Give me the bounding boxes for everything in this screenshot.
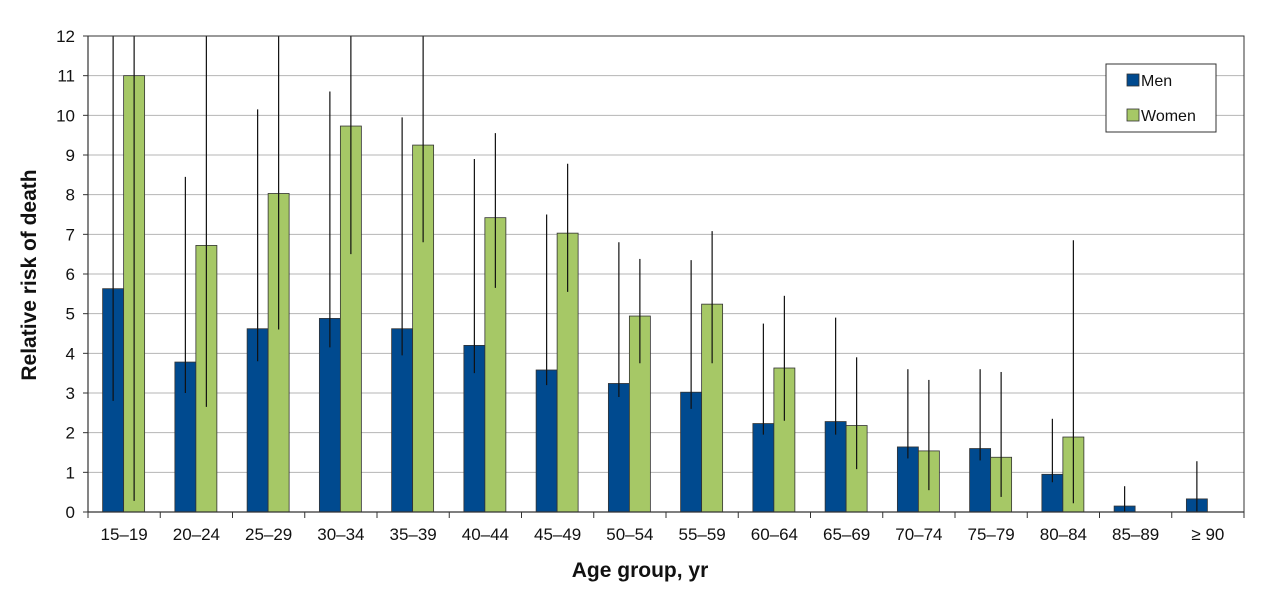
bar-men-9 xyxy=(752,423,775,513)
y-tick-label: 3 xyxy=(66,384,75,403)
y-axis-title: Relative risk of death xyxy=(18,169,41,380)
x-tick-label: 40–44 xyxy=(462,525,509,544)
y-tick-label: 4 xyxy=(66,344,75,363)
y-tick-label: 0 xyxy=(66,503,75,522)
y-tick-label: 1 xyxy=(66,463,75,482)
bar-men-8 xyxy=(680,391,703,513)
y-tick-label: 7 xyxy=(66,225,75,244)
bars xyxy=(102,75,1208,513)
bar-men-10 xyxy=(824,421,847,513)
x-tick-label: 80–84 xyxy=(1040,525,1087,544)
x-tick-label: 50–54 xyxy=(606,525,653,544)
y-tick-label: 12 xyxy=(56,27,75,46)
legend-swatch-men xyxy=(1126,73,1140,87)
y-tick-label: 5 xyxy=(66,305,75,324)
x-tick-labels: 15–19 20–24 25–29 30–34 35–39 40–44 45–49 50–54… xyxy=(87,512,1245,544)
bar-men-7 xyxy=(607,383,630,513)
y-tick-label: 8 xyxy=(66,186,75,205)
x-tick-label: 35–39 xyxy=(389,525,436,544)
bar-men-3 xyxy=(318,318,341,513)
x-tick-label: 75–79 xyxy=(967,525,1014,544)
legend: Men Women xyxy=(1105,63,1217,133)
x-tick-label: 25–29 xyxy=(245,525,292,544)
y-tick-label: 11 xyxy=(57,67,75,86)
legend-swatch-women xyxy=(1126,108,1140,122)
y-tick-label: 10 xyxy=(56,106,75,125)
bar-men-4 xyxy=(391,328,414,513)
x-tick-label: 60–64 xyxy=(751,525,798,544)
legend-label-men: Men xyxy=(1141,73,1172,90)
bar-men-6 xyxy=(535,369,558,513)
y-tick-label: 6 xyxy=(66,265,75,284)
x-tick-label: 55–59 xyxy=(678,525,725,544)
y-tick-label: 9 xyxy=(66,146,75,165)
x-axis-title: Age group, yr xyxy=(572,559,709,582)
x-tick-label: 30–34 xyxy=(317,525,364,544)
x-tick-label: 15–19 xyxy=(100,525,147,544)
x-tick-label: 65–69 xyxy=(823,525,870,544)
x-tick-label: 20–24 xyxy=(173,525,220,544)
x-tick-label: 45–49 xyxy=(534,525,581,544)
x-tick-label: ≥ 90 xyxy=(1191,525,1224,544)
x-tick-label: 85–89 xyxy=(1112,525,1159,544)
legend-label-women: Women xyxy=(1141,108,1196,125)
error-bars xyxy=(112,36,1198,512)
y-tick-label: 2 xyxy=(66,424,75,443)
legend-box xyxy=(1105,63,1217,133)
x-tick-label: 70–74 xyxy=(895,525,942,544)
